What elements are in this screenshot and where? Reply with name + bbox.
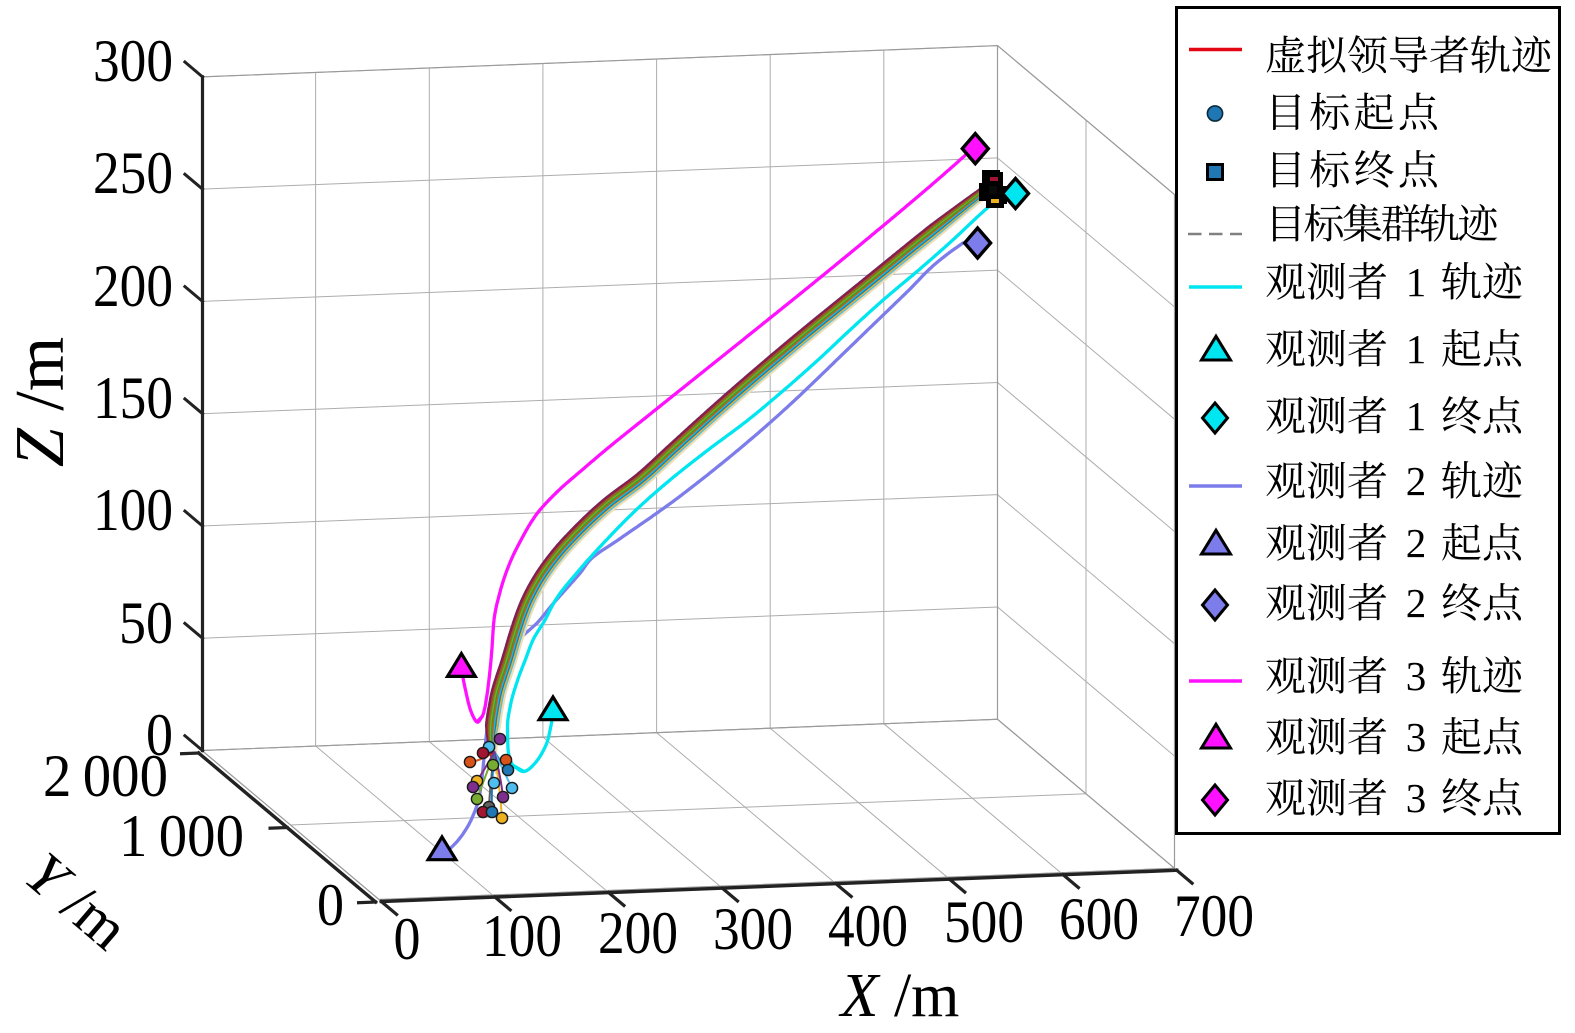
svg-text:2 000: 2 000 [43, 743, 168, 809]
svg-text:1: 1 [1406, 326, 1427, 372]
svg-text:0: 0 [146, 702, 173, 768]
svg-text:600: 600 [1059, 886, 1139, 952]
svg-text:2: 2 [1406, 458, 1427, 504]
svg-text:2: 2 [1406, 520, 1427, 566]
svg-text:0: 0 [394, 906, 421, 972]
svg-text:400: 400 [828, 893, 908, 959]
svg-text:500: 500 [944, 889, 1024, 955]
svg-text:200: 200 [598, 900, 678, 966]
svg-text:3: 3 [1406, 653, 1427, 699]
svg-text:100: 100 [93, 477, 173, 543]
svg-text:300: 300 [93, 28, 173, 94]
svg-text:0: 0 [317, 872, 344, 938]
svg-text:Z /m: Z /m [2, 337, 79, 467]
svg-text:250: 250 [93, 140, 173, 206]
svg-text:1: 1 [1406, 259, 1427, 305]
svg-text:300: 300 [713, 896, 793, 962]
svg-text:X /m: X /m [838, 962, 960, 1030]
svg-text:1: 1 [1406, 393, 1427, 439]
svg-text:2: 2 [1406, 580, 1427, 626]
svg-text:700: 700 [1174, 883, 1254, 949]
svg-text:150: 150 [93, 365, 173, 431]
svg-text:1 000: 1 000 [119, 803, 244, 869]
svg-text:200: 200 [93, 253, 173, 319]
svg-text:50: 50 [119, 590, 173, 656]
svg-text:100: 100 [482, 903, 562, 969]
svg-text:3: 3 [1406, 714, 1427, 760]
svg-text:3: 3 [1406, 775, 1427, 821]
